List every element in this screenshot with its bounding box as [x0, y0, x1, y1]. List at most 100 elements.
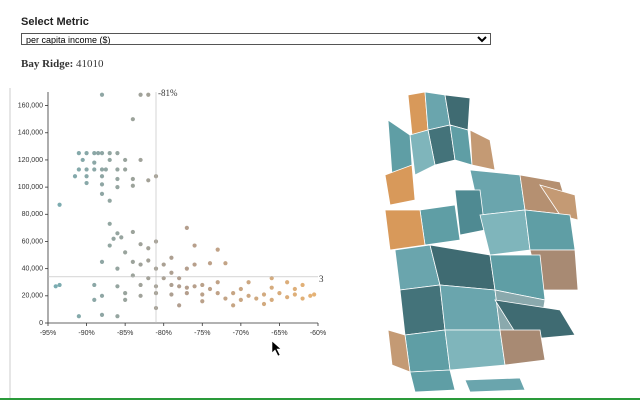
scatter-point [207, 286, 213, 292]
scatter-point [107, 221, 112, 226]
scatter-point [285, 295, 290, 300]
crosshair-y-label: 3 [319, 274, 324, 284]
x-tick-label: -75% [194, 330, 210, 337]
map-region [464, 377, 526, 393]
y-tick-label: 140,000 [18, 130, 43, 137]
map-region [384, 209, 426, 251]
scatter-point [146, 246, 151, 251]
scatter-point [192, 243, 197, 248]
map-region [539, 184, 579, 221]
scatter-point [92, 160, 97, 165]
metric-select[interactable]: per capita income ($) [21, 33, 491, 45]
scatter-point [169, 282, 174, 288]
scatter-point [223, 296, 228, 301]
scatter-point [123, 157, 128, 163]
scatter-point [92, 297, 97, 302]
selection-name: Bay Ridge: [21, 58, 74, 70]
scatter-point [269, 297, 274, 302]
scatter-point [84, 167, 89, 172]
scatter-point [184, 285, 189, 290]
scatter-point [254, 296, 259, 301]
scatter-point [115, 167, 120, 172]
scatter-point [57, 282, 62, 288]
x-tick-label: -70% [233, 330, 249, 337]
scatter-point [115, 151, 120, 156]
scatter-point [312, 292, 317, 297]
y-tick-label: 20,000 [22, 293, 44, 300]
scatter-point [200, 282, 205, 288]
scatter-point [223, 261, 228, 266]
map-region [409, 369, 456, 393]
scatter-point [300, 296, 305, 301]
scatter-point [192, 284, 197, 289]
scatter-point [146, 92, 151, 97]
y-tick-label: 60,000 [22, 238, 44, 245]
map-region [409, 129, 436, 176]
scatter-point [215, 291, 220, 296]
scatter-point [146, 178, 151, 183]
scatter-point [111, 236, 116, 241]
scatter-point [246, 293, 251, 298]
scatter-point [146, 258, 151, 263]
scatter-point [123, 167, 128, 172]
scatter-point [92, 151, 97, 156]
scatter-point [115, 314, 120, 319]
scatter-point [138, 92, 143, 97]
scatter-point [177, 276, 182, 281]
scatter-point [96, 151, 101, 156]
selection-value: 41010 [76, 58, 104, 70]
scatter-point [53, 284, 58, 289]
y-tick-label: 40,000 [22, 265, 44, 272]
scatter-point [231, 303, 236, 308]
mouse-cursor [271, 340, 282, 357]
map-region [439, 284, 501, 331]
map-region [524, 209, 576, 251]
selection-readout: Bay Ridge: 41010 [21, 58, 104, 70]
scatter-point [99, 259, 105, 264]
y-tick-label: 160,000 [18, 102, 43, 109]
scatter-point [130, 273, 135, 278]
scatter-point [130, 176, 135, 182]
y-tick-label: 80,000 [22, 211, 44, 218]
x-tick-label: -60% [310, 330, 326, 337]
scatter-point [103, 167, 108, 172]
map-region [419, 204, 461, 246]
scatter-point [261, 292, 267, 297]
scatter-point [115, 185, 120, 190]
scatter-point [207, 261, 213, 266]
scatter-point [308, 293, 313, 298]
select-label: Select Metric [21, 16, 89, 28]
scatter-point [261, 301, 267, 307]
scatter-point [138, 293, 143, 298]
map-region [384, 164, 416, 206]
map-region [479, 209, 531, 256]
scatter-point [277, 291, 282, 296]
scatter-point [184, 291, 189, 296]
scatter-point [238, 297, 243, 302]
scatter-point [115, 266, 120, 271]
scatter-point [130, 259, 135, 264]
scatter-point [246, 280, 251, 285]
scatter-point [200, 299, 205, 304]
scatter-point [300, 282, 305, 288]
scatter-point [215, 247, 220, 252]
map-region [404, 329, 451, 373]
map-region [429, 244, 496, 291]
map-region [407, 91, 429, 136]
map-region [444, 329, 506, 371]
scatter-point [123, 250, 128, 255]
scatter-point [138, 242, 143, 247]
scatter-point [99, 293, 105, 298]
scatter-point [107, 157, 112, 163]
scatter-point [169, 292, 174, 297]
y-tick-label: 120,000 [18, 157, 43, 164]
scatter-point [84, 151, 89, 156]
scatter-point [161, 262, 166, 267]
scatter-point [57, 202, 62, 207]
y-tick-label: 0 [39, 320, 43, 327]
scatter-point [76, 151, 81, 156]
scatter-point [238, 286, 243, 292]
scatter-point [285, 280, 290, 285]
scatter-point [184, 225, 189, 230]
